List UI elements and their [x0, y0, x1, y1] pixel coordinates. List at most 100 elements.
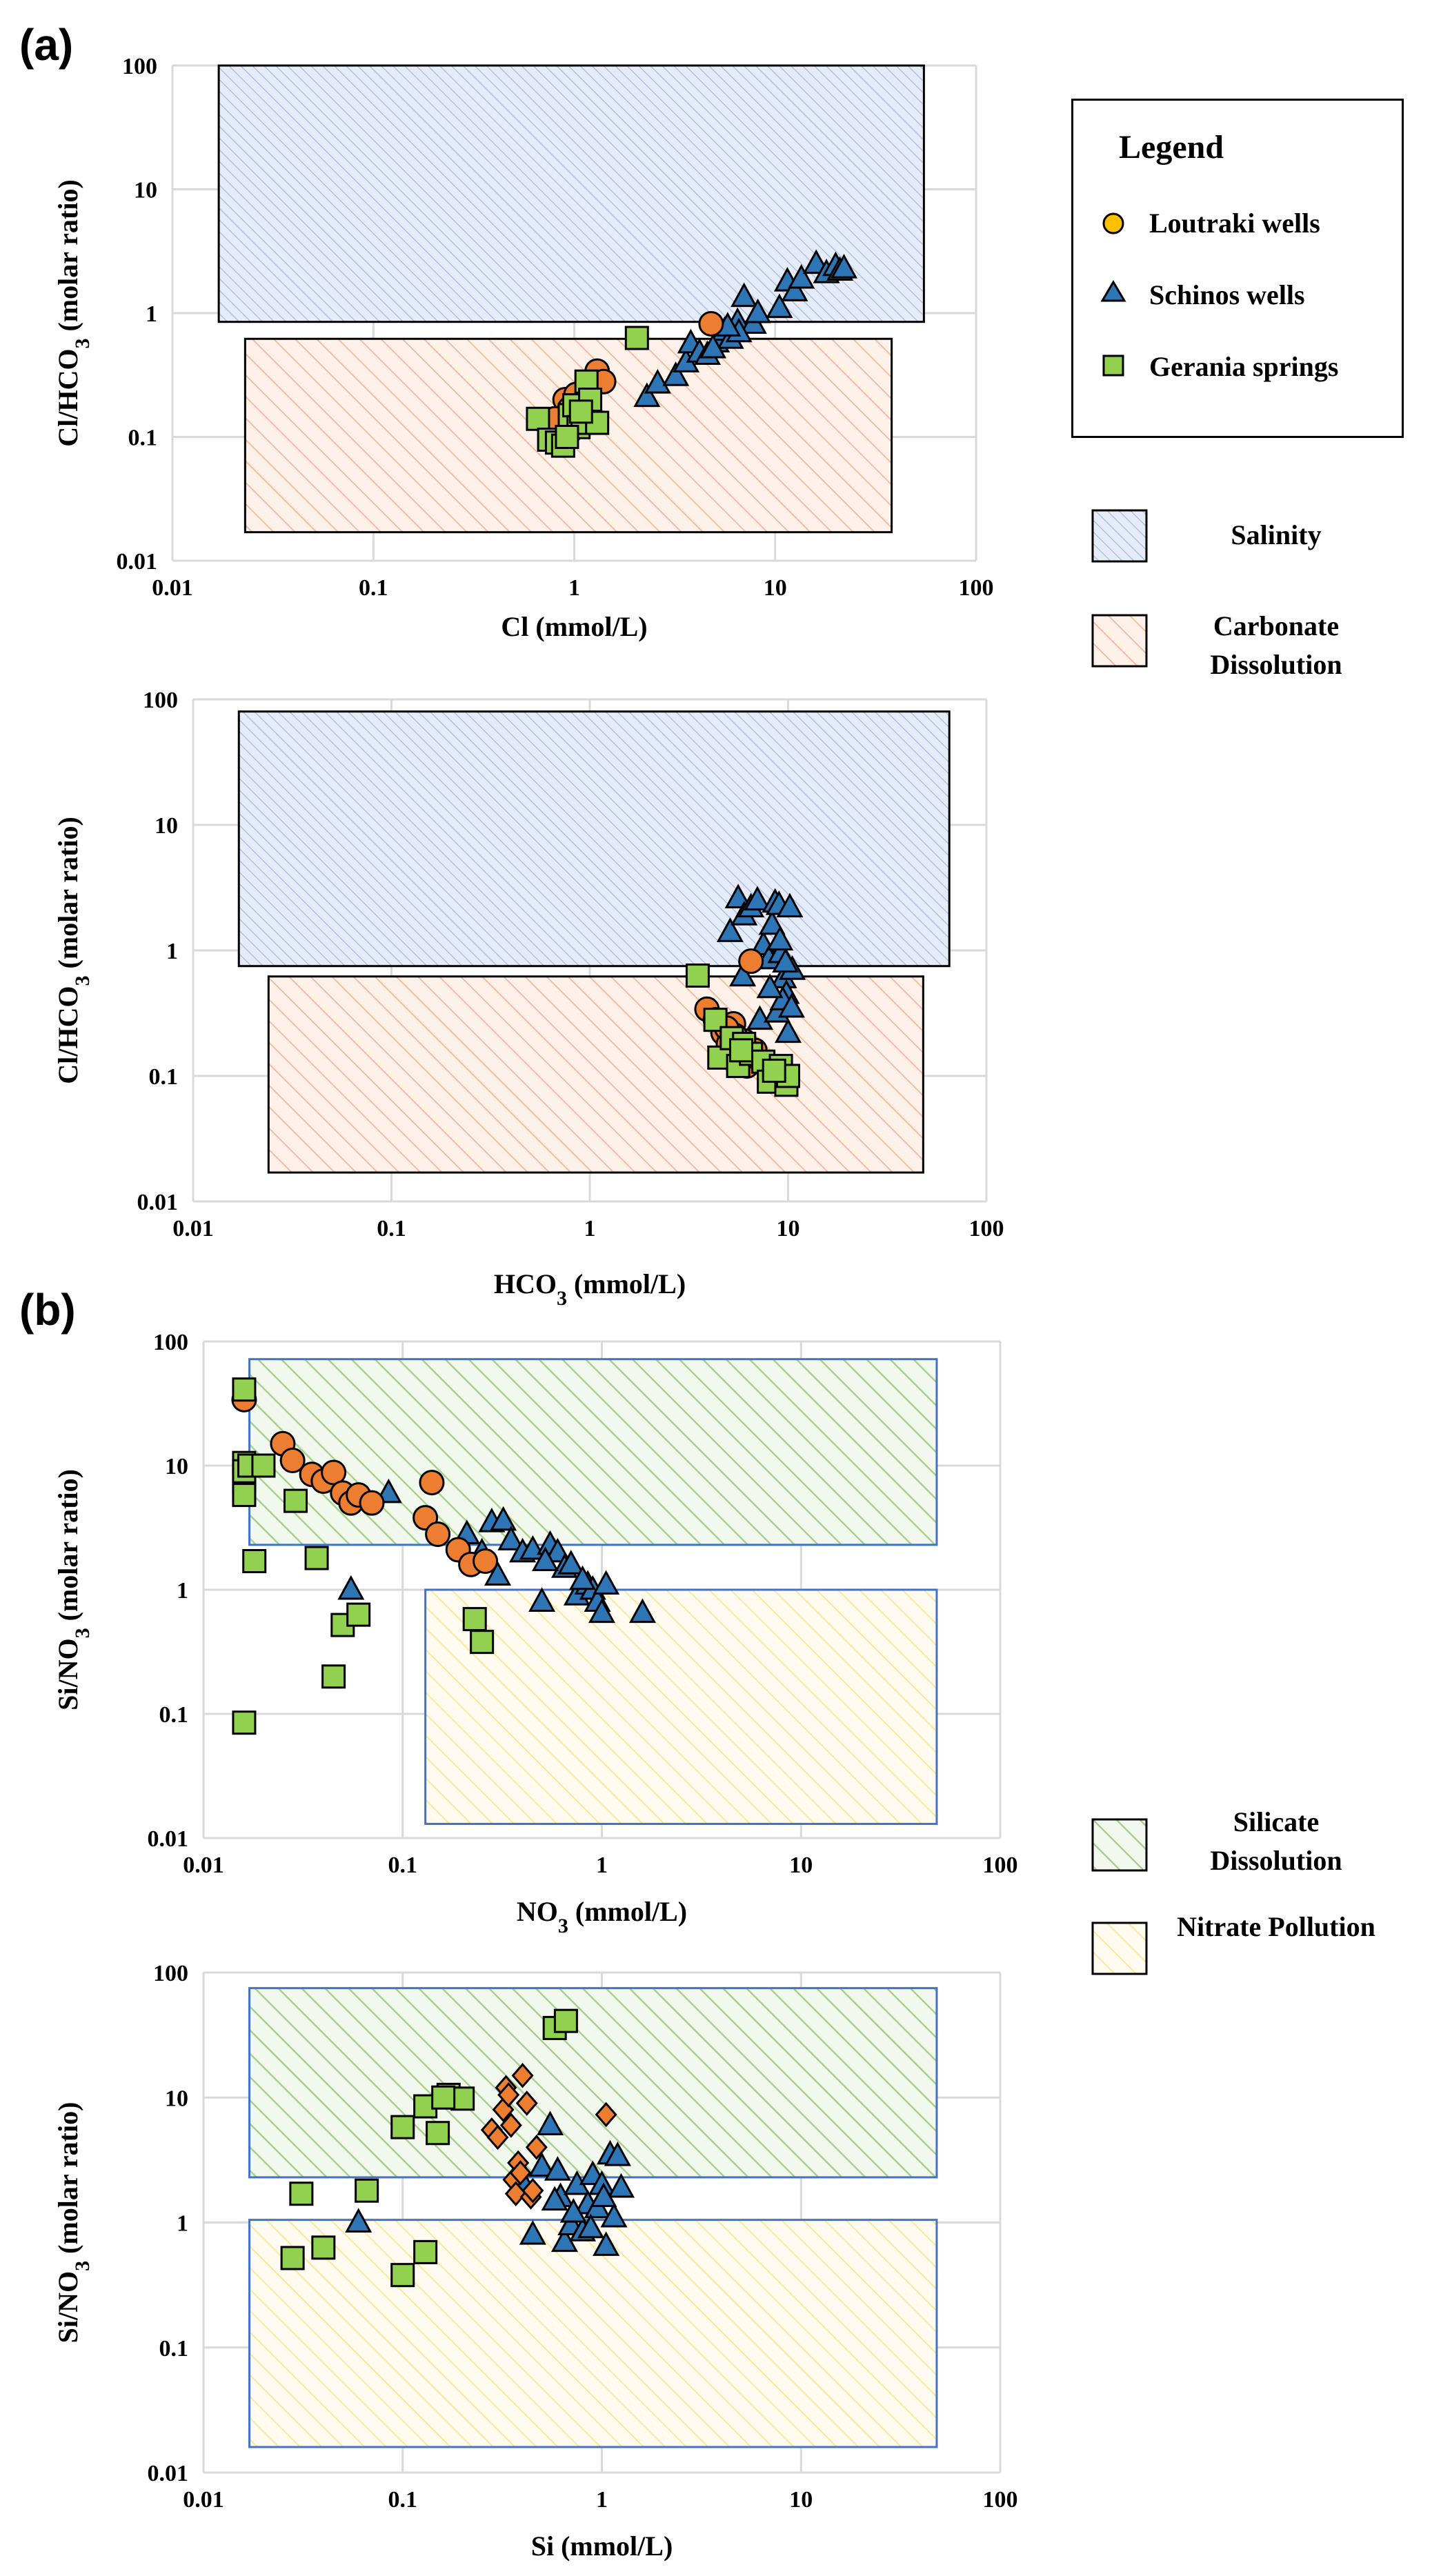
- x-tick-label: 100: [983, 1853, 1018, 1878]
- x-tick-label: 0.01: [172, 1216, 214, 1241]
- x-tick-label: 0.1: [388, 2487, 418, 2513]
- data-point: [716, 917, 744, 942]
- zone-swatch-3: [1091, 1818, 1148, 1872]
- legend-entry-loutraki: Loutraki wells: [1149, 208, 1320, 239]
- data-point: [568, 399, 593, 424]
- data-point: [830, 253, 858, 279]
- data-point: [499, 2113, 522, 2138]
- data-point: [413, 2239, 438, 2264]
- x-tick-label: 0.01: [183, 2487, 224, 2513]
- data-point: [756, 973, 784, 999]
- y-tick-label: 0.1: [149, 1064, 179, 1090]
- data-point: [698, 310, 724, 337]
- zone-label-silicate: Silicate Dissolution: [1210, 1806, 1342, 1876]
- legend-title: Legend: [1119, 129, 1224, 166]
- data-point: [528, 1587, 556, 1612]
- x-tick-label: 10: [789, 2487, 813, 2513]
- data-point: [766, 926, 794, 951]
- data-point: [728, 1038, 753, 1063]
- data-point: [568, 1565, 597, 1590]
- data-point: [486, 2124, 509, 2150]
- x-tick-label: 100: [959, 575, 994, 601]
- x-tick-label: 100: [969, 1216, 1004, 1241]
- x-axis-title: Si (mmol/L): [531, 2530, 673, 2562]
- y-tick-label: 0.1: [159, 1702, 189, 1728]
- data-point: [738, 948, 764, 975]
- y-tick-label: 100: [153, 1961, 188, 1986]
- x-tick-label: 0.01: [183, 1853, 224, 1878]
- data-point: [431, 2085, 456, 2110]
- y-tick-label: 1: [166, 939, 178, 964]
- data-point: [699, 333, 727, 359]
- y-tick-label: 10: [155, 813, 178, 839]
- y-tick-label: 0.1: [128, 426, 158, 451]
- x-tick-label: 100: [983, 2487, 1018, 2513]
- y-axis-title: Si/NO3 (molar ratio): [52, 2102, 94, 2344]
- data-point: [251, 1453, 276, 1478]
- zone-legends-layer: [1091, 509, 1148, 1975]
- chart-4: 0.01 0.1 1 10 100 0.01 0.1 1 10 100 Si (mmol/L) Si/…: [52, 1961, 1018, 2562]
- zone-swatch-4: [1091, 1921, 1148, 1975]
- data-point: [557, 1550, 585, 1575]
- data-point: [419, 1470, 445, 1496]
- data-point: [628, 1598, 656, 1624]
- data-point: [390, 2115, 415, 2139]
- zone-salinity: [237, 710, 951, 968]
- data-point: [553, 2008, 578, 2033]
- series-gerania-springs: [232, 1377, 495, 1735]
- legend-entry-gerania: Gerania springs: [1149, 351, 1339, 382]
- series-loutraki-wells: [480, 2063, 617, 2210]
- chart-3: 0.01 0.1 1 10 100 0.01 0.1 1 10 100 NO3 (mmol/L) Si…: [52, 1330, 1018, 1937]
- panel-label-a: (a): [19, 20, 74, 70]
- x-axis-title: HCO3 (mmol/L): [494, 1268, 686, 1310]
- data-point: [772, 948, 799, 973]
- data-point: [473, 1548, 499, 1575]
- data-point: [577, 2213, 605, 2239]
- y-tick-label: 10: [165, 2086, 188, 2111]
- data-point: [731, 282, 758, 308]
- zone-silicate-dissolution: [248, 1358, 938, 1546]
- zone-nitrate-pollution: [424, 1588, 938, 1825]
- data-point: [279, 1448, 306, 1474]
- legend-markers: [1100, 212, 1126, 377]
- data-point: [289, 2181, 314, 2206]
- data-point: [762, 1058, 786, 1083]
- y-tick-label: 100: [153, 1330, 188, 1355]
- data-point: [644, 368, 671, 394]
- zone-swatch-1: [1091, 509, 1148, 563]
- x-axis-title: NO3 (mmol/L): [517, 1896, 687, 1937]
- data-point: [304, 1546, 329, 1570]
- data-point: [426, 2121, 450, 2146]
- y-tick-label: 100: [143, 688, 178, 713]
- x-tick-label: 1: [584, 1216, 596, 1241]
- zone-salinity: [217, 64, 925, 323]
- y-axis-title: Si/NO3 (molar ratio): [52, 1469, 94, 1710]
- data-point: [515, 2090, 538, 2116]
- data-point: [744, 298, 772, 323]
- data-point: [284, 1488, 308, 1513]
- data-point: [593, 1570, 620, 1595]
- series-schinos-wells: [716, 883, 806, 1044]
- data-point: [662, 361, 690, 386]
- data-point: [746, 1005, 774, 1030]
- data-point: [781, 277, 808, 301]
- data-point: [624, 326, 649, 350]
- data-point: [355, 2178, 379, 2203]
- x-tick-label: 10: [764, 575, 787, 601]
- data-point: [544, 2156, 571, 2181]
- data-point: [337, 1575, 365, 1600]
- data-point: [232, 1377, 257, 1402]
- data-point: [776, 892, 804, 918]
- data-point: [607, 2173, 635, 2198]
- y-tick-label: 1: [146, 301, 157, 327]
- data-point: [359, 1490, 385, 1516]
- data-point: [590, 2182, 617, 2208]
- y-tick-label: 0.1: [159, 2336, 189, 2362]
- data-point: [484, 1561, 512, 1586]
- x-tick-label: 10: [789, 1853, 813, 1878]
- data-point: [788, 263, 815, 289]
- y-tick-label: 0.01: [117, 549, 158, 575]
- series-gerania-springs: [280, 2008, 578, 2288]
- series-gerania-springs: [526, 326, 649, 458]
- zone-swatch-2: [1091, 614, 1148, 668]
